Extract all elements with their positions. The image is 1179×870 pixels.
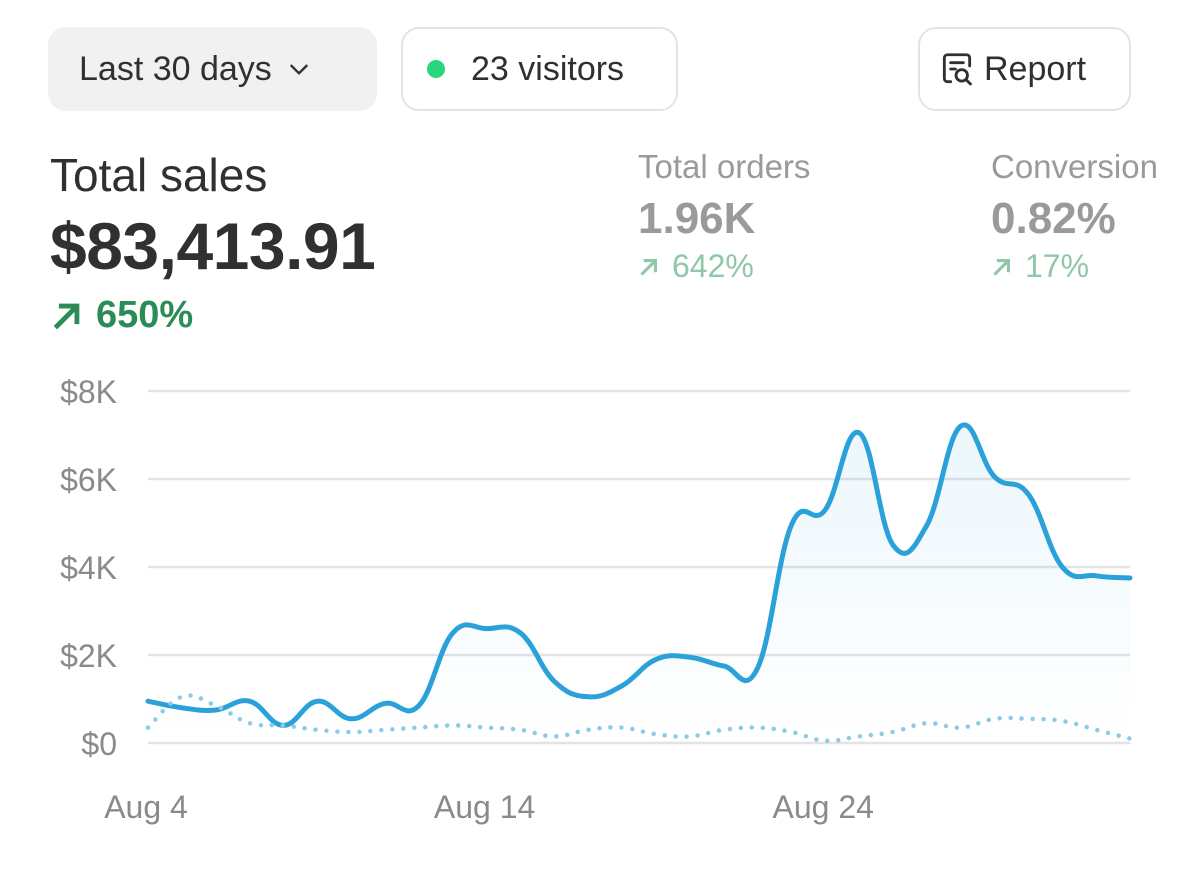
total-sales-delta: 650% bbox=[50, 294, 375, 337]
y-tick-label: $6K bbox=[60, 462, 117, 498]
x-tick-label: Aug 4 bbox=[104, 789, 188, 825]
live-status-dot bbox=[427, 60, 445, 78]
chevron-down-icon bbox=[290, 64, 308, 75]
sales-line-chart[interactable]: $8K $6K $4K $2K $0 Aug 4 Aug 14 Aug 24 bbox=[0, 360, 1179, 860]
report-label: Report bbox=[984, 49, 1087, 88]
current-period-line[interactable] bbox=[145, 422, 1133, 728]
comparison-period-line[interactable] bbox=[145, 693, 1133, 744]
date-range-label: Last 30 days bbox=[79, 49, 272, 88]
total-orders-delta-value: 642% bbox=[672, 248, 754, 284]
conversion-metric[interactable]: Conversion 0.82% 17% bbox=[991, 148, 1158, 285]
total-sales-metric[interactable]: Total sales $83,413.91 650% bbox=[50, 148, 376, 337]
arrow-up-right-icon bbox=[993, 258, 1010, 276]
y-tick-label: $4K bbox=[60, 550, 117, 586]
total-sales-label: Total sales bbox=[50, 149, 268, 201]
conversion-delta-value: 17% bbox=[1025, 248, 1090, 284]
x-tick-label: Aug 14 bbox=[434, 789, 535, 825]
total-sales-value: $83,413.91 bbox=[50, 209, 376, 283]
total-orders-metric[interactable]: Total orders 1.96K 642% bbox=[638, 148, 810, 285]
x-tick-label: Aug 24 bbox=[773, 789, 874, 825]
arrow-up-right-icon bbox=[53, 303, 80, 329]
report-search-icon bbox=[942, 53, 972, 86]
date-range-dropdown[interactable]: Last 30 days bbox=[48, 27, 377, 111]
toolbar: Last 30 days 23 visitors Report bbox=[48, 27, 1131, 111]
y-tick-label: $2K bbox=[60, 638, 117, 674]
conversion-delta: 17% bbox=[991, 248, 1158, 285]
conversion-label: Conversion bbox=[991, 148, 1158, 185]
conversion-value: 0.82% bbox=[991, 194, 1116, 243]
arrow-up-right-icon bbox=[640, 258, 657, 276]
series-area-fill bbox=[148, 424, 1130, 743]
total-sales-delta-value: 650% bbox=[96, 294, 194, 336]
y-tick-label: $8K bbox=[60, 374, 117, 410]
total-orders-value: 1.96K bbox=[638, 194, 756, 243]
visitors-label: 23 visitors bbox=[471, 49, 625, 88]
y-tick-label: $0 bbox=[81, 726, 117, 762]
live-visitors-button[interactable]: 23 visitors bbox=[401, 27, 678, 111]
total-orders-label: Total orders bbox=[638, 148, 811, 185]
total-orders-delta: 642% bbox=[638, 248, 810, 285]
report-button[interactable]: Report bbox=[918, 27, 1131, 111]
